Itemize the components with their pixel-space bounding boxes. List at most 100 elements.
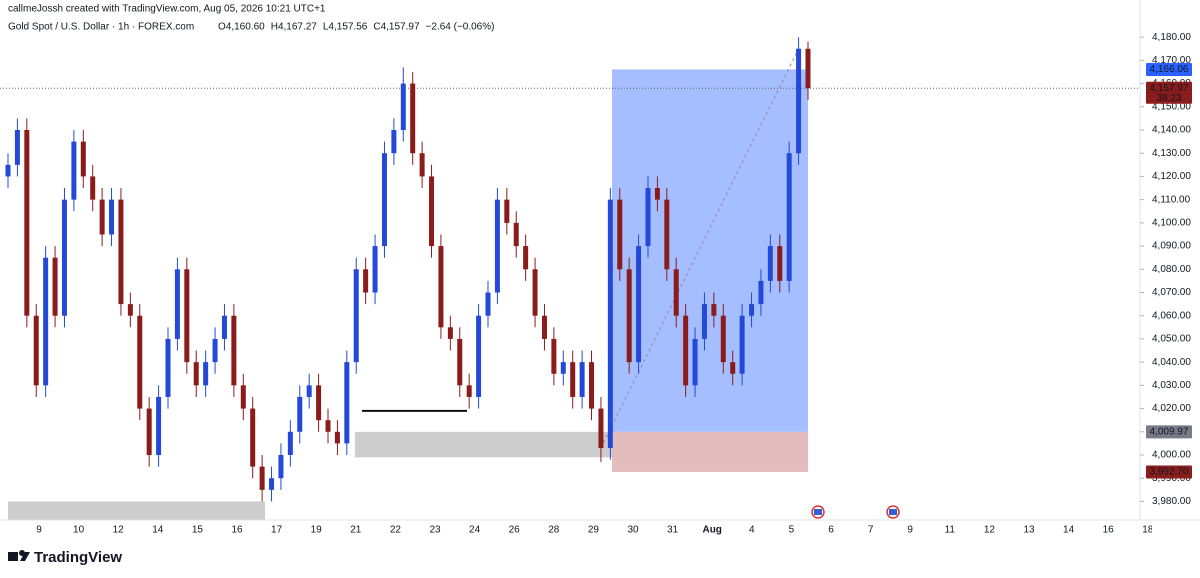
candle-body	[80, 141, 86, 177]
candle-body	[381, 153, 387, 247]
price-tag	[1146, 465, 1192, 479]
time-axis: 9 10 12 14 15 16 17 19 21 22 23 24 26 28 29 30 31 Aug 4 5 6 7…	[36, 525, 1152, 536]
candle-body	[250, 408, 256, 467]
price-tag-label: 3,992.70	[1150, 467, 1189, 478]
candle-body	[156, 396, 162, 455]
candle-body	[203, 362, 209, 386]
candle-body	[372, 246, 378, 293]
candle-body	[109, 199, 115, 235]
candle-body	[429, 176, 435, 247]
candle-body	[363, 269, 369, 293]
candle-body	[325, 420, 331, 432]
x-tick-label: 9	[907, 525, 913, 536]
trend-line	[600, 48, 800, 449]
y-tick-label: 4,100.00	[1152, 217, 1191, 228]
price-tag	[1146, 81, 1192, 104]
candle-body	[410, 83, 416, 154]
candle-body	[212, 338, 218, 363]
y-tick-label: 4,120.00	[1152, 171, 1191, 182]
candle-body	[61, 199, 67, 316]
candle-body	[297, 396, 303, 432]
candle-body	[127, 304, 133, 316]
candle-body	[306, 385, 312, 397]
candle-body	[118, 199, 124, 305]
candle-body	[99, 199, 105, 235]
candle-body	[316, 385, 322, 421]
candle-body	[541, 315, 547, 339]
x-tick-label: 10	[73, 525, 85, 536]
y-tick-label: 4,090.00	[1152, 241, 1191, 252]
candle-body	[504, 199, 510, 223]
candle-body	[165, 338, 171, 397]
candle-body	[447, 327, 453, 339]
candle-body	[90, 176, 96, 200]
x-tick-label: 16	[231, 525, 243, 536]
x-tick-label: 17	[271, 525, 283, 536]
x-tick-label: 19	[311, 525, 323, 536]
candle-body	[24, 130, 30, 316]
plot	[0, 37, 1140, 520]
logo-mark	[8, 552, 18, 561]
candle-body	[137, 315, 143, 409]
candle-body	[645, 188, 651, 247]
y-tick-label: 4,140.00	[1152, 125, 1191, 136]
candle-body	[701, 304, 707, 339]
candle-body	[720, 315, 726, 363]
profit-zone	[612, 69, 808, 432]
x-tick-label: 14	[1063, 525, 1075, 536]
candle-body	[476, 315, 482, 397]
logo	[8, 550, 30, 561]
candle-body	[221, 315, 227, 339]
candle-body	[400, 83, 406, 130]
y-tick-label: 4,030.00	[1152, 380, 1191, 391]
y-tick-label: 4,040.00	[1152, 357, 1191, 368]
candle-body	[457, 338, 463, 386]
candle-body	[683, 315, 689, 386]
candle-body	[598, 408, 604, 449]
x-tick-label: 24	[469, 525, 481, 536]
candle-body	[334, 431, 340, 444]
candle-body	[758, 280, 764, 305]
price-tag	[1146, 425, 1192, 439]
x-tick-label: 23	[429, 525, 441, 536]
candle-body	[391, 130, 397, 154]
candle-body	[184, 269, 190, 363]
ohlc-value: O4,160.60	[218, 22, 265, 33]
x-tick-label: 26	[509, 525, 521, 536]
candle-body	[513, 222, 519, 247]
x-tick-label: 11	[945, 525, 956, 536]
candle-body	[259, 466, 265, 490]
x-tick-label: 15	[192, 525, 204, 536]
credit: callmeJossh created with TradingView.com…	[8, 4, 326, 15]
candle-body	[353, 269, 359, 363]
candle-body	[579, 362, 585, 397]
ohlc-value: H4,167.27	[271, 22, 318, 33]
candle-body	[193, 362, 199, 386]
candle-body	[231, 315, 237, 386]
x-tick-label: 14	[152, 525, 164, 536]
price-tag-label: 4,166.06	[1150, 64, 1189, 75]
y-tick-label: 4,020.00	[1152, 403, 1191, 414]
candle-body	[485, 292, 491, 316]
candle-body	[711, 304, 717, 316]
y-tick-label: 4,170.00	[1152, 55, 1191, 66]
price-tag	[1146, 63, 1192, 77]
candle-body	[805, 48, 811, 89]
candle-body	[654, 188, 660, 200]
candle-body	[419, 153, 425, 177]
y-tick-label: 4,130.00	[1152, 148, 1191, 159]
candle-body	[796, 48, 802, 154]
x-tick-label: 28	[548, 525, 560, 536]
y-tick-label: 4,060.00	[1152, 310, 1191, 321]
candle-body	[278, 455, 284, 479]
x-tick-label: 12	[113, 525, 125, 536]
candle-body	[344, 362, 350, 444]
x-tick-label: 30	[627, 525, 639, 536]
candle-body	[494, 199, 500, 293]
candle-body	[664, 199, 670, 270]
candle-body	[626, 269, 632, 363]
x-tick-label: 21	[350, 525, 362, 536]
logo-mark	[19, 550, 25, 556]
